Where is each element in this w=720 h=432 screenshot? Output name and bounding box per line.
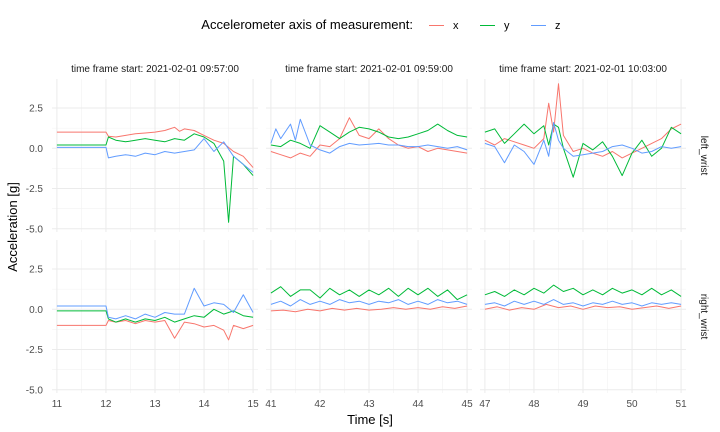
panel-r0-c0: [52, 79, 258, 232]
row-strip-right_wrist: right_wrist: [698, 294, 709, 340]
series-line-x: [56, 320, 254, 341]
series-line-z: [56, 138, 254, 173]
column-strip-0: time frame start: 2021-02-01 09:57:00: [71, 64, 239, 75]
series-line-y: [484, 284, 682, 297]
y-axis-title: Acceleration [g]: [5, 182, 20, 272]
y-tick-label: 2.5: [29, 103, 43, 114]
legend: Accelerometer axis of measurement: x y z: [201, 17, 561, 34]
series-line-x: [270, 305, 468, 313]
x-tick-label: 50: [626, 399, 638, 410]
legend-label-x: x: [453, 20, 459, 32]
series-line-y: [56, 133, 254, 223]
column-strip-2: time frame start: 2021-02-01 10:03:00: [499, 64, 667, 75]
series-line-z: [484, 122, 682, 165]
panel-r0-c1: [266, 79, 472, 232]
series-line-y: [270, 123, 468, 149]
series-line-y: [270, 286, 468, 301]
y-tick-label: -2.5: [26, 345, 44, 356]
column-strip-1: time frame start: 2021-02-01 09:59:00: [285, 64, 453, 75]
panels: time frame start: 2021-02-01 09:57:00 tim…: [26, 64, 709, 410]
panel-r1-c1: [266, 240, 472, 393]
row-strip-left_wrist: left_wrist: [698, 136, 709, 176]
y-tick-label: 0.0: [29, 144, 43, 155]
x-tick-label: 48: [528, 399, 540, 410]
y-tick-label: 0.0: [29, 305, 43, 316]
y-tick-label: 2.5: [29, 264, 43, 275]
x-tick-label: 11: [52, 399, 63, 410]
legend-item-y: y: [479, 17, 510, 34]
x-tick-label: 43: [363, 399, 375, 410]
series-line-y: [56, 308, 254, 323]
x-tick-label: 41: [265, 399, 277, 410]
series-line-x: [270, 117, 468, 159]
y-tick-label: -2.5: [26, 184, 44, 195]
series-line-z: [270, 299, 468, 307]
legend-label-y: y: [504, 20, 510, 32]
legend-item-z: z: [530, 17, 561, 34]
series-line-x: [484, 83, 682, 159]
x-tick-label: 12: [100, 399, 112, 410]
x-axis-title: Time [s]: [347, 412, 393, 427]
legend-title: Accelerometer axis of measurement:: [201, 17, 413, 32]
panel-r1-c2: [480, 240, 686, 393]
x-tick-label: 45: [462, 399, 474, 410]
x-tick-label: 42: [314, 399, 326, 410]
x-tick-label: 49: [577, 399, 589, 410]
legend-item-x: x: [428, 17, 459, 34]
y-tick-label: -5.0: [26, 385, 44, 396]
series-line-x: [484, 303, 682, 311]
legend-label-z: z: [555, 20, 561, 32]
y-tick-label: -5.0: [26, 224, 44, 235]
series-line-z: [56, 287, 254, 320]
panel-r0-c2: [480, 79, 686, 232]
x-tick-label: 51: [676, 399, 688, 410]
panel-r1-c0: [52, 240, 258, 393]
x-tick-label: 13: [149, 399, 161, 410]
series-line-z: [270, 118, 468, 154]
x-tick-label: 15: [248, 399, 260, 410]
x-tick-label: 47: [479, 399, 491, 410]
series-line-z: [484, 299, 682, 307]
series-line-y: [484, 123, 682, 178]
x-tick-label: 44: [412, 399, 424, 410]
x-tick-label: 14: [198, 399, 210, 410]
